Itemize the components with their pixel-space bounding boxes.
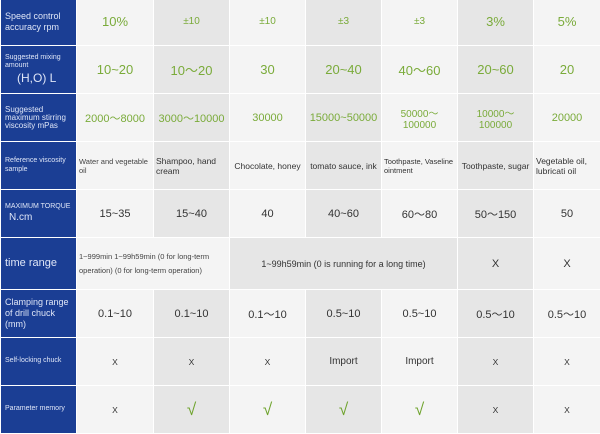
table-row: Parameter memory X √ √ √ √ X X	[1, 386, 600, 434]
cell: 40～60	[382, 46, 458, 94]
cell: 10%	[77, 0, 154, 46]
cell: X	[458, 338, 534, 386]
cell: X	[534, 386, 600, 434]
table-row: Clamping range of drill chuck (mm) 0.1~1…	[1, 290, 600, 338]
cell: 50～150	[458, 190, 534, 238]
cell: 20	[534, 46, 600, 94]
table-row: Suggested mixing amount(H,O) L 10~20 10～…	[1, 46, 600, 94]
cell: 0.1～10	[230, 290, 306, 338]
cell: 0.5～10	[534, 290, 600, 338]
row-label: Reference viscosity sample	[1, 142, 77, 190]
cell: 10000～100000	[458, 94, 534, 142]
cell: Shampoo, hand cream	[154, 142, 230, 190]
cell: Vegetable oil, lubricati oil	[534, 142, 600, 190]
row-label-big: (H,O) L	[5, 71, 74, 85]
cell: X	[534, 338, 600, 386]
cell: Water and vegetable oil	[77, 142, 154, 190]
cell: 10～20	[154, 46, 230, 94]
cell: 0.5～10	[458, 290, 534, 338]
row-label: time range	[1, 238, 77, 290]
cell: 15~40	[154, 190, 230, 238]
cell: 0.5~10	[382, 290, 458, 338]
cell: X	[154, 338, 230, 386]
cell: 20000	[534, 94, 600, 142]
cell: Import	[382, 338, 458, 386]
cell: 0.1~10	[154, 290, 230, 338]
row-label-big: N.cm	[5, 212, 74, 224]
cell: ±10	[230, 0, 306, 46]
table-row: Reference viscosity sample Water and veg…	[1, 142, 600, 190]
cell: 40~60	[306, 190, 382, 238]
cell: 50000～100000	[382, 94, 458, 142]
cell: 50	[534, 190, 600, 238]
cell: 1~999min 1~99h59min (0 for long-term ope…	[77, 238, 230, 290]
row-label: Clamping range of drill chuck (mm)	[1, 290, 77, 338]
cell: 0.1~10	[77, 290, 154, 338]
row-label: Suggested maximum stirring viscosity mPa…	[1, 94, 77, 142]
check-icon: √	[154, 386, 230, 434]
cell: 60～80	[382, 190, 458, 238]
cell: Import	[306, 338, 382, 386]
cell: Toothpaste, sugar	[458, 142, 534, 190]
row-label: Self-locking chuck	[1, 338, 77, 386]
cell: 20~40	[306, 46, 382, 94]
cell: ±10	[154, 0, 230, 46]
cell: X	[77, 338, 154, 386]
row-label: Parameter memory	[1, 386, 77, 434]
cell: X	[230, 338, 306, 386]
cell: 15~35	[77, 190, 154, 238]
cell: ±3	[382, 0, 458, 46]
cell: 3000～10000	[154, 94, 230, 142]
cell: Chocolate, honey	[230, 142, 306, 190]
cell: X	[458, 386, 534, 434]
row-label: Suggested mixing amount(H,O) L	[1, 46, 77, 94]
check-icon: √	[382, 386, 458, 434]
cell: X	[534, 238, 600, 290]
cell: 10~20	[77, 46, 154, 94]
cell: X	[458, 238, 534, 290]
cell: X	[77, 386, 154, 434]
row-label-small: Suggested mixing amount	[5, 54, 74, 71]
cell: 2000～8000	[77, 94, 154, 142]
table-row: time range 1~999min 1~99h59min (0 for lo…	[1, 238, 600, 290]
cell: 30	[230, 46, 306, 94]
table-row: Speed control accuracy rpm 10% ±10 ±10 ±…	[1, 0, 600, 46]
check-icon: √	[306, 386, 382, 434]
row-label: Speed control accuracy rpm	[1, 0, 77, 46]
cell: tomato sauce, ink	[306, 142, 382, 190]
cell: 1~99h59min (0 is running for a long time…	[230, 238, 458, 290]
cell: 0.5~10	[306, 290, 382, 338]
cell: 20~60	[458, 46, 534, 94]
cell: 40	[230, 190, 306, 238]
table-row: Self-locking chuck X X X Import Import X…	[1, 338, 600, 386]
cell: 3%	[458, 0, 534, 46]
table-row: Suggested maximum stirring viscosity mPa…	[1, 94, 600, 142]
check-icon: √	[230, 386, 306, 434]
cell: Toothpaste, Vaseline ointment	[382, 142, 458, 190]
row-label-small: MAXIMUM TORQUE	[5, 203, 74, 211]
cell: 15000~50000	[306, 94, 382, 142]
cell: 30000	[230, 94, 306, 142]
cell: ±3	[306, 0, 382, 46]
cell: 5%	[534, 0, 600, 46]
